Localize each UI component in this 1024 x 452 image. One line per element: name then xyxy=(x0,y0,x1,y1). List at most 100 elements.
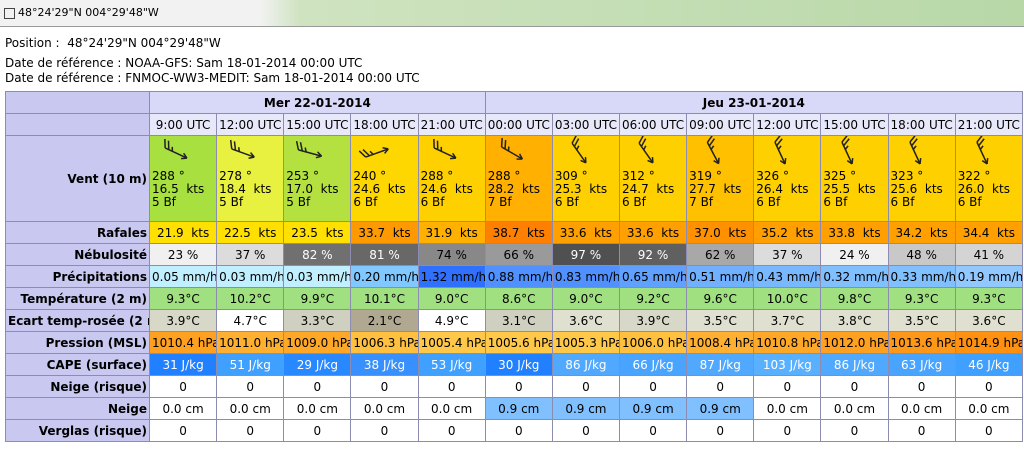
cell: 0 xyxy=(417,375,486,398)
cell: 0 xyxy=(686,375,755,398)
wind-value: 5 Bf xyxy=(152,195,176,209)
wind-cell: 319 ° 27.7 kts 7 Bf xyxy=(686,135,755,222)
time-header: 12:00 UTC xyxy=(753,113,822,136)
time-header: 21:00 UTC xyxy=(417,113,486,136)
cell: 0 xyxy=(216,419,285,442)
row-label: Rafales xyxy=(5,221,150,244)
cell: 2.1°C xyxy=(350,309,419,332)
cell: 0.03 mm/h xyxy=(216,265,285,288)
row: Rafales 21.9 kts 22.5 kts 23.5 kts 33.7 kts 3… xyxy=(5,221,1024,244)
cell: 0.0 cm xyxy=(417,397,486,420)
wind-value: 325 ° xyxy=(823,169,857,183)
cell: 37.0 kts xyxy=(686,221,755,244)
cell: 9.6°C xyxy=(686,287,755,310)
row-label: Température (2 m) xyxy=(5,287,150,310)
wind-value: 6 Bf xyxy=(621,195,646,209)
cell: 9.8°C xyxy=(820,287,889,310)
cell: 0.0 cm xyxy=(148,397,218,420)
wind-value: 288 ° xyxy=(152,169,185,183)
wind-value: 28.2 kts xyxy=(487,182,540,196)
cell: 0.20 mm/h xyxy=(350,265,419,288)
row-label: Nébulosité xyxy=(5,243,150,266)
cell: 62 % xyxy=(686,243,755,266)
cell: 29 J/kg xyxy=(283,353,352,376)
row: Neige 0.0 cm 0.0 cm 0.0 cm 0.0 cm 0.0 cm 0.9 c… xyxy=(5,397,1024,420)
wind-value: 312 ° xyxy=(621,169,655,183)
cell: 0.9 cm xyxy=(484,397,553,420)
wind-value: 309 ° xyxy=(554,169,588,183)
wind-value: 322 ° xyxy=(957,169,991,183)
cell: 48 % xyxy=(887,243,956,266)
cell: 0 xyxy=(551,375,620,398)
row: Verglas (risque) 0 0 0 0 0 0 0 0 0 0 0 0 0 xyxy=(5,419,1024,442)
cell: 92 % xyxy=(618,243,688,266)
wind-barb xyxy=(975,136,989,165)
cell: 0 xyxy=(618,419,688,442)
cell: 8.6°C xyxy=(484,287,553,310)
cell: 10.2°C xyxy=(216,287,285,310)
cell: 33.6 kts xyxy=(551,221,620,244)
cell: 0 xyxy=(954,375,1024,398)
cell: 3.1°C xyxy=(484,309,553,332)
wind-cell: 323 ° 25.6 kts 6 Bf xyxy=(887,135,956,222)
wind-cell: 288 ° 16.5 kts 5 Bf xyxy=(148,135,218,222)
cell: 66 % xyxy=(484,243,553,266)
time-header: 18:00 UTC xyxy=(350,113,419,136)
date-header: Mer 22-01-2014 xyxy=(149,91,486,114)
cell: 21.9 kts xyxy=(148,221,218,244)
wind-cell: 312 ° 24.7 kts 6 Bf xyxy=(618,135,688,222)
wind-barb xyxy=(500,138,523,160)
time-header: 15:00 UTC xyxy=(283,113,352,136)
wind-cell: 278 ° 18.4 kts 5 Bf xyxy=(216,135,285,222)
cell: 86 J/kg xyxy=(820,353,889,376)
cell: 0.03 mm/h xyxy=(283,265,352,288)
wind-value: 6 Bf xyxy=(420,195,445,209)
cell: 0.0 cm xyxy=(887,397,956,420)
cell: 0.0 cm xyxy=(350,397,419,420)
cell: 0 xyxy=(350,419,419,442)
cell: 31 J/kg xyxy=(148,353,218,376)
wind-value: 6 Bf xyxy=(957,195,982,209)
time-header: 09:00 UTC xyxy=(686,113,755,136)
cell: 37 % xyxy=(753,243,822,266)
wind-value: 6 Bf xyxy=(554,195,579,209)
cell: 86 J/kg xyxy=(551,353,620,376)
wind-cell: 288 ° 24.6 kts 6 Bf xyxy=(417,135,486,222)
wind-value: 5 Bf xyxy=(219,195,244,209)
row: Pression (MSL) 1010.4 hPa 1011.0 hPa 1009.0… xyxy=(5,331,1024,354)
cell: 1013.6 hPa xyxy=(887,331,956,354)
cell: 63 J/kg xyxy=(887,353,956,376)
cell: 0.0 cm xyxy=(954,397,1024,420)
cell: 9.3°C xyxy=(148,287,218,310)
cell: 0 xyxy=(484,419,553,442)
cell: 0 xyxy=(484,375,553,398)
time-header: 15:00 UTC xyxy=(820,113,889,136)
cell: 0 xyxy=(753,375,822,398)
cell: 3.6°C xyxy=(551,309,620,332)
wind-value: 16.5 kts xyxy=(152,182,205,196)
cell: 4.7°C xyxy=(216,309,285,332)
cell: 0 xyxy=(618,375,688,398)
cell: 1006.0 hPa xyxy=(618,331,688,354)
cell: 3.5°C xyxy=(686,309,755,332)
cell: 0 xyxy=(820,419,889,442)
wind-cell: 325 ° 25.5 kts 6 Bf xyxy=(820,135,889,222)
wind-value: 7 Bf xyxy=(689,195,714,209)
row: Mer 22-01-2014 Jeu 23-01-2014 xyxy=(5,91,1024,114)
wind-barb xyxy=(296,140,323,159)
cell: 3.8°C xyxy=(820,309,889,332)
cell: 0 xyxy=(887,419,956,442)
row: Nébulosité 23 % 37 % 82 % 81 % 74 % 66 % 97 % 92… xyxy=(5,243,1024,266)
cell: 1012.0 hPa xyxy=(820,331,889,354)
position-label: Position : xyxy=(5,36,60,50)
cell: 9.9°C xyxy=(283,287,352,310)
cell: 0 xyxy=(148,419,218,442)
wind-barb xyxy=(432,138,457,160)
cell: 0.88 mm/h xyxy=(484,265,553,288)
wind-cell: 322 ° 26.0 kts 6 Bf xyxy=(954,135,1024,222)
cell: 30 J/kg xyxy=(484,353,553,376)
cell: 23 % xyxy=(148,243,218,266)
wind-value: 25.5 kts xyxy=(823,182,876,196)
cell: 1005.4 hPa xyxy=(417,331,486,354)
position: Position : 48°24'29"N 004°29'48"W xyxy=(5,36,221,50)
